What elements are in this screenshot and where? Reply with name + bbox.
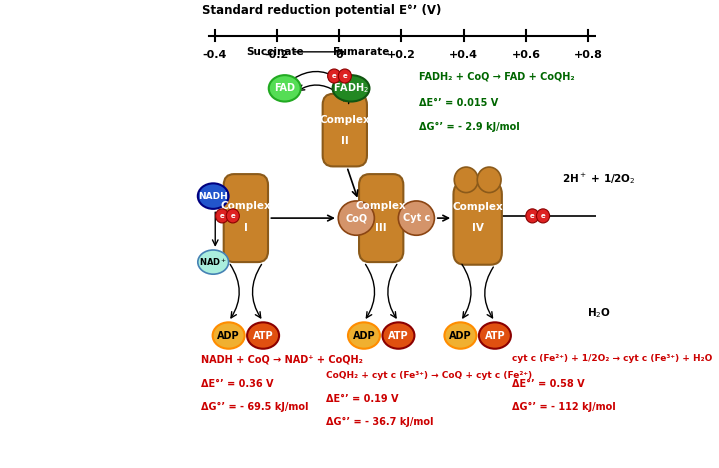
- Text: I: I: [244, 223, 248, 233]
- Text: -0.4: -0.4: [203, 50, 227, 60]
- Text: ATP: ATP: [485, 330, 505, 341]
- Text: +0.2: +0.2: [387, 50, 416, 60]
- Text: ATP: ATP: [388, 330, 408, 341]
- Text: ΔG°’ = - 112 kJ/mol: ΔG°’ = - 112 kJ/mol: [512, 402, 615, 412]
- Text: IV: IV: [472, 223, 484, 233]
- Text: ΔE°’ = 0.19 V: ΔE°’ = 0.19 V: [326, 394, 398, 404]
- Text: ΔE°’ = 0.58 V: ΔE°’ = 0.58 V: [512, 379, 585, 388]
- Text: ATP: ATP: [253, 330, 273, 341]
- Circle shape: [328, 69, 341, 83]
- Text: Complex: Complex: [356, 201, 406, 211]
- Text: e: e: [332, 73, 336, 79]
- Text: ΔG°’ = - 36.7 kJ/mol: ΔG°’ = - 36.7 kJ/mol: [326, 417, 434, 427]
- Text: Fumarate: Fumarate: [334, 47, 390, 57]
- Text: 0: 0: [335, 50, 343, 60]
- Ellipse shape: [333, 75, 370, 102]
- Text: ADP: ADP: [352, 330, 375, 341]
- Text: e: e: [530, 213, 535, 219]
- Text: FAD: FAD: [274, 83, 296, 93]
- Text: ΔG°’ = - 2.9 kJ/mol: ΔG°’ = - 2.9 kJ/mol: [418, 122, 519, 132]
- Text: cyt c (Fe²⁺) + 1/2O₂ → cyt c (Fe³⁺) + H₂O: cyt c (Fe²⁺) + 1/2O₂ → cyt c (Fe³⁺) + H₂…: [512, 354, 713, 364]
- Text: +0.8: +0.8: [574, 50, 603, 60]
- Circle shape: [226, 209, 239, 223]
- Text: -0.2: -0.2: [265, 50, 289, 60]
- FancyBboxPatch shape: [359, 174, 403, 262]
- Text: e: e: [342, 73, 347, 79]
- Text: e: e: [220, 213, 224, 219]
- Text: ΔE°’ = 0.36 V: ΔE°’ = 0.36 V: [201, 379, 273, 388]
- Ellipse shape: [398, 201, 434, 235]
- Ellipse shape: [338, 201, 375, 235]
- Text: Cyt c: Cyt c: [403, 213, 430, 223]
- Text: CoQH₂ + cyt c (Fe³⁺) → CoQ + cyt c (Fe²⁺): CoQH₂ + cyt c (Fe³⁺) → CoQ + cyt c (Fe²⁺…: [326, 371, 532, 380]
- Text: Standard reduction potential E°’ (V): Standard reduction potential E°’ (V): [202, 4, 441, 17]
- Ellipse shape: [444, 322, 477, 349]
- Text: Complex: Complex: [221, 201, 271, 211]
- Ellipse shape: [454, 167, 478, 193]
- Text: +0.6: +0.6: [511, 50, 541, 60]
- Text: III: III: [375, 223, 387, 233]
- Circle shape: [536, 209, 549, 223]
- Text: ΔG°’ = - 69.5 kJ/mol: ΔG°’ = - 69.5 kJ/mol: [201, 402, 308, 412]
- Text: NADH: NADH: [198, 191, 228, 201]
- Circle shape: [216, 209, 229, 223]
- Ellipse shape: [479, 322, 511, 349]
- Text: 2H$^+$ + 1/2O$_2$: 2H$^+$ + 1/2O$_2$: [562, 172, 636, 186]
- Circle shape: [339, 69, 352, 83]
- Text: II: II: [341, 136, 349, 146]
- Circle shape: [526, 209, 539, 223]
- Ellipse shape: [477, 167, 501, 193]
- Text: e: e: [230, 213, 235, 219]
- Ellipse shape: [198, 183, 229, 209]
- FancyBboxPatch shape: [224, 174, 268, 262]
- Ellipse shape: [198, 250, 229, 274]
- FancyBboxPatch shape: [323, 94, 367, 167]
- Text: ADP: ADP: [449, 330, 472, 341]
- Text: FADH₂ + CoQ → FAD + CoQH₂: FADH₂ + CoQ → FAD + CoQH₂: [418, 72, 574, 81]
- Text: Succinate: Succinate: [247, 47, 304, 57]
- Text: e: e: [541, 213, 546, 219]
- Text: Complex: Complex: [452, 202, 503, 212]
- Text: NAD$^+$: NAD$^+$: [199, 256, 227, 268]
- Text: NADH + CoQ → NAD⁺ + CoQH₂: NADH + CoQ → NAD⁺ + CoQH₂: [201, 354, 362, 365]
- Text: CoQ: CoQ: [345, 213, 367, 223]
- Text: +0.4: +0.4: [449, 50, 478, 60]
- FancyBboxPatch shape: [454, 182, 502, 265]
- Ellipse shape: [269, 75, 301, 102]
- Text: ΔE°’ = 0.015 V: ΔE°’ = 0.015 V: [418, 98, 498, 108]
- Text: Complex: Complex: [319, 116, 370, 125]
- Text: ADP: ADP: [217, 330, 240, 341]
- Ellipse shape: [348, 322, 380, 349]
- Text: FADH$_2$: FADH$_2$: [333, 81, 369, 95]
- Text: H$_2$O: H$_2$O: [587, 306, 611, 320]
- Ellipse shape: [247, 322, 279, 349]
- Ellipse shape: [213, 322, 244, 349]
- Ellipse shape: [383, 322, 414, 349]
